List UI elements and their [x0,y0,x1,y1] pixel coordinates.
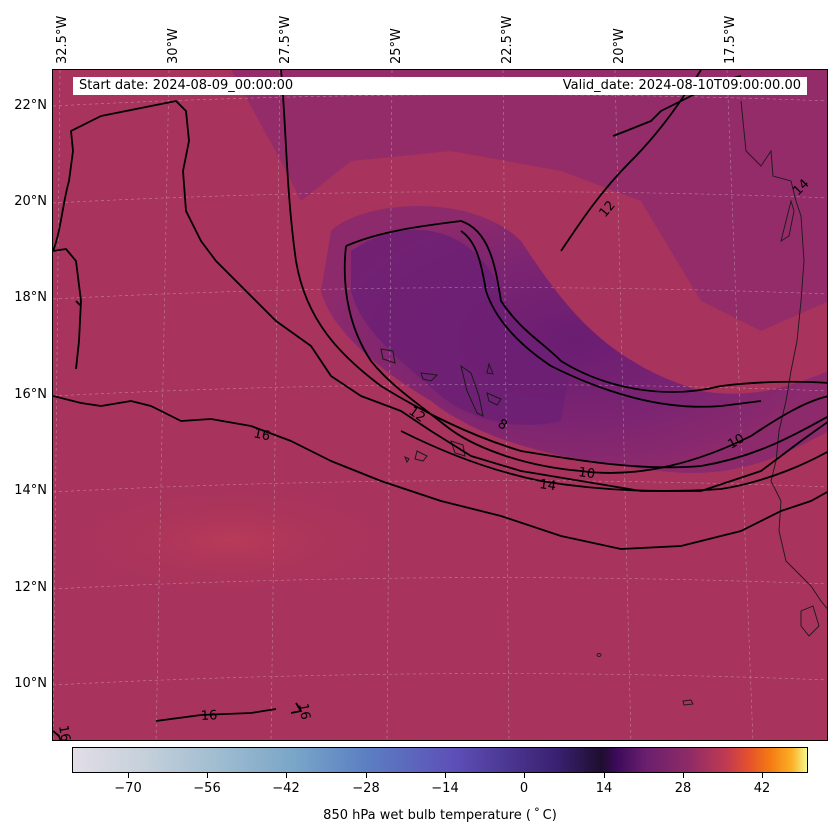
colorbar-tick-label: −28 [352,781,380,796]
lon-label-25w: 25°W [389,28,404,64]
contour-line-14 [400,430,827,492]
cold-core-inner [351,229,571,425]
colorbar-tick [366,773,367,778]
cool-band [231,70,827,331]
contour-label: 16 [200,708,217,724]
lon-label-17-5w: 17.5°W [723,15,738,64]
lat-label-16n: 16°N [14,387,47,402]
lat-label-20n: 20°N [14,194,47,209]
colorbar-tick [762,773,763,778]
contour-line-16-bottom [155,702,302,722]
graticule [53,70,827,740]
lon-label-20w: 20°W [612,28,627,64]
warm-patch [53,481,411,601]
colorbar-tick [286,773,287,778]
colorbar-tick-label: −70 [114,781,142,796]
islands [380,348,502,464]
colorbar-title: 850 hPa wet bulb temperature ( ˚ C) [323,808,557,823]
lon-label-22-5w: 22.5°W [500,15,515,64]
colorbar [72,747,808,773]
lon-label-32-5w: 32.5°W [55,15,70,64]
contour-line-12 [280,70,827,469]
colorbar-tick [524,773,525,778]
contour-label: 16 [55,724,73,741]
contours [53,70,827,740]
lat-label-10n: 10°N [14,676,47,691]
valid-date-text: Valid_date: 2024-08-10T09:00:00.00 [562,78,801,93]
start-date-text: Start date: 2024-08-09_00:00:00 [79,78,294,93]
colorbar-tick [445,773,446,778]
contour-line-12-east [560,70,702,252]
colorbar-tick-label: 0 [519,781,529,796]
wet-bulb-field-map: 16 12 8 10 14 12 10 14 16 16 16 [53,70,827,741]
coastline [596,100,827,706]
contour-line-8 [460,230,762,408]
colorbar-tick-label: −42 [272,781,300,796]
contour-label: 16 [295,702,313,721]
lat-label-12n: 12°N [14,580,47,595]
colorbar-tick-label: −56 [193,781,221,796]
colorbar-tick [128,773,129,778]
lat-label-22n: 22°N [14,98,47,113]
colorbar-tick-label: −14 [431,781,459,796]
colorbar-tick-label: 42 [753,781,771,796]
contour-line-16-north [53,100,827,492]
contour-label: 14 [538,477,556,494]
contour-label: 10 [577,465,595,482]
lon-label-30w: 30°W [166,28,181,64]
contour-label: 16 [252,426,271,444]
contour-label: 10 [726,431,748,452]
colorbar-tick [683,773,684,778]
contour-line-10 [343,245,827,474]
contour-line-16-corner [53,730,62,740]
colorbar-tick-label: 14 [595,781,613,796]
contour-line-10-upper [345,220,827,393]
colorbar-tick [207,773,208,778]
lat-label-14n: 14°N [14,483,47,498]
contour-line-16-south [53,395,827,550]
map-panel: 16 12 8 10 14 12 10 14 16 16 16 [52,69,828,741]
lon-label-27-5w: 27.5°W [278,15,293,64]
lat-label-18n: 18°N [14,290,47,305]
colorbar-tick-label: 28 [674,781,692,796]
colorbar-tick [604,773,605,778]
info-box: Start date: 2024-08-09_00:00:00 Valid_da… [73,77,807,95]
